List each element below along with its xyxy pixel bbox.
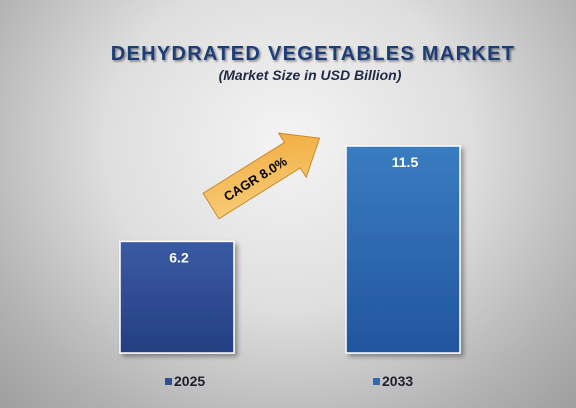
bar-2033 — [345, 145, 461, 354]
legend-label-2033: 2033 — [382, 373, 413, 389]
legend: 2025 2033 — [165, 373, 413, 389]
bar-2025 — [119, 240, 235, 354]
bars-layer: 6.2 11.5 — [119, 145, 461, 354]
chart-subtitle: (Market Size in USD Billion) — [219, 67, 402, 83]
bar-value-label-2033: 11.5 — [392, 154, 419, 170]
legend-swatch-2033 — [373, 378, 380, 385]
chart-title: DEHYDRATED VEGETABLES MARKET — [111, 43, 516, 65]
legend-swatch-2025 — [165, 378, 172, 385]
cagr-arrow-shape — [202, 132, 321, 220]
bar-value-label-2025: 6.2 — [169, 249, 189, 265]
cagr-arrow: CAGR 8.0% — [202, 132, 321, 220]
legend-label-2025: 2025 — [174, 373, 205, 389]
